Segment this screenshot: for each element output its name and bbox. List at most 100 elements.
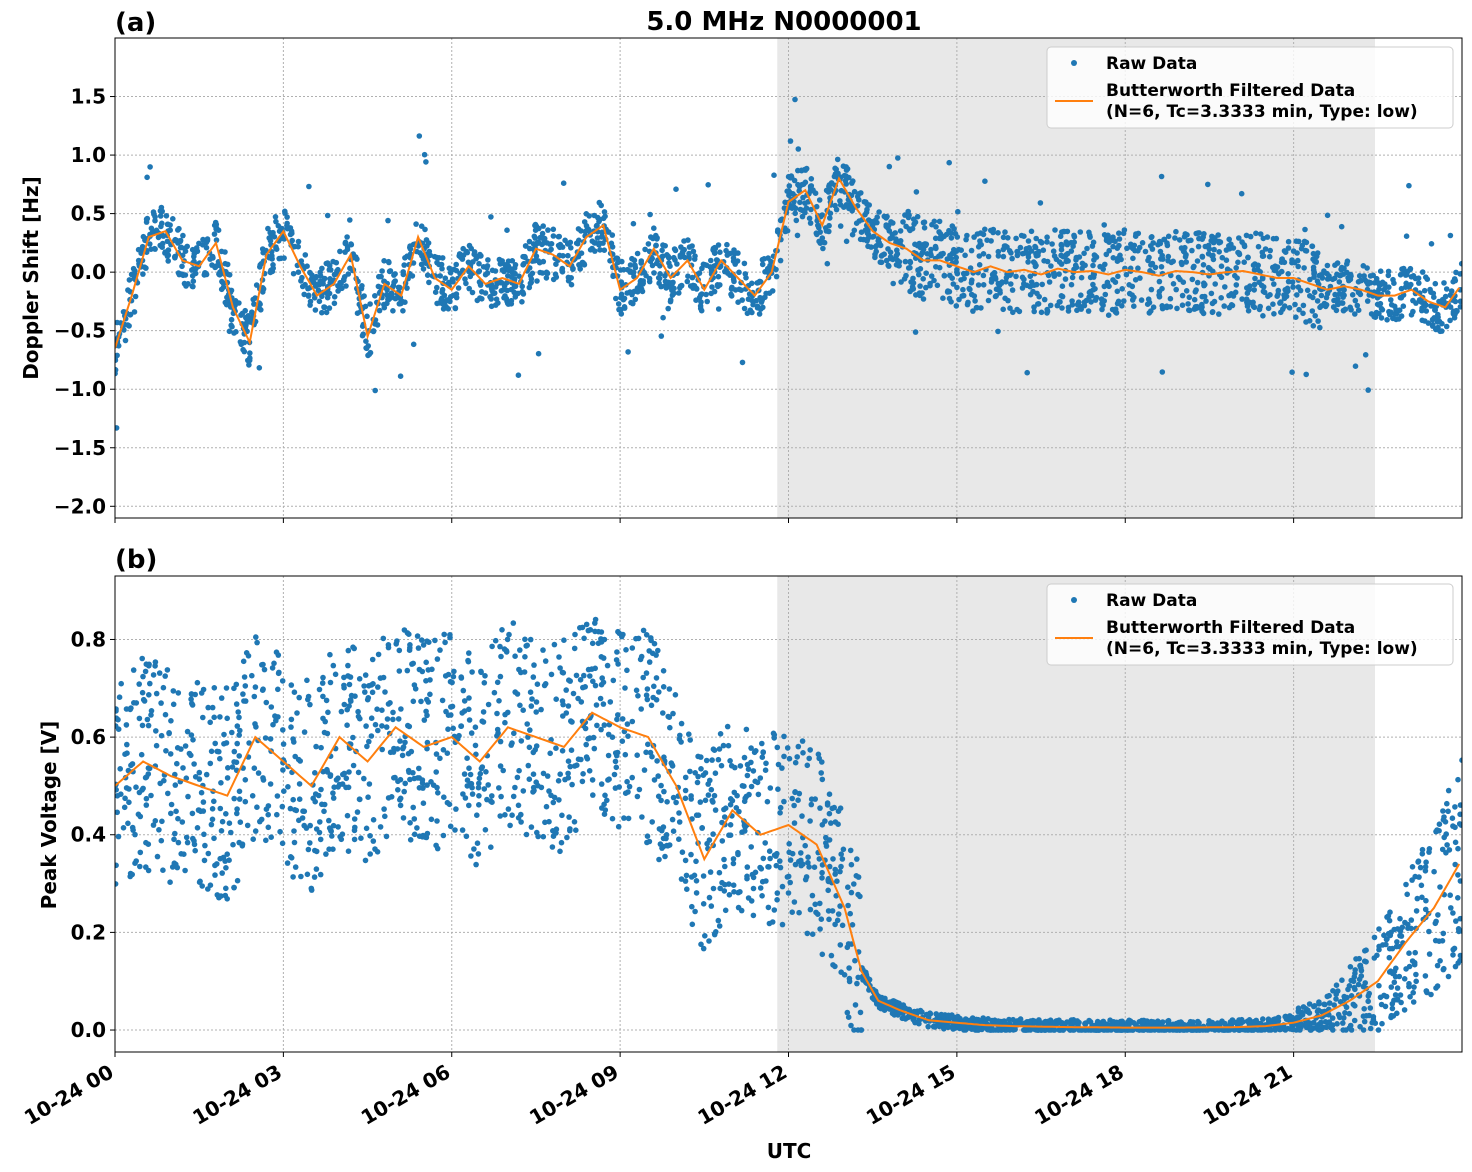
raw-data-point xyxy=(1339,977,1345,983)
raw-data-point xyxy=(260,289,266,295)
y-tick-label: 1.5 xyxy=(71,85,106,109)
raw-data-point xyxy=(1170,281,1177,287)
raw-data-point xyxy=(323,309,330,316)
raw-data-point xyxy=(565,278,572,284)
raw-data-point xyxy=(509,740,515,746)
raw-data-point xyxy=(715,917,722,924)
raw-data-point xyxy=(1407,994,1413,1000)
raw-data-point xyxy=(1005,297,1011,304)
raw-data-point xyxy=(777,864,784,871)
raw-data-point xyxy=(305,696,311,703)
raw-data-point xyxy=(355,708,361,715)
raw-data-point xyxy=(846,978,853,985)
raw-data-point xyxy=(1186,294,1193,301)
raw-data-point xyxy=(356,676,363,682)
raw-data-point xyxy=(294,710,300,716)
raw-data-point xyxy=(366,738,372,745)
raw-data-point xyxy=(327,679,334,686)
raw-data-point xyxy=(1191,296,1198,303)
panel-a-label: (a) xyxy=(115,8,156,38)
raw-data-point xyxy=(208,748,215,755)
raw-data-point xyxy=(1257,269,1263,275)
raw-data-point xyxy=(370,681,376,687)
y-tick-label: 0.0 xyxy=(71,260,106,284)
raw-data-point xyxy=(312,791,319,797)
raw-data-point xyxy=(839,922,846,929)
raw-data-point xyxy=(621,305,628,311)
raw-data-point xyxy=(1352,363,1359,370)
raw-data-point xyxy=(964,301,971,308)
raw-data-point xyxy=(1309,243,1315,249)
raw-data-point xyxy=(476,780,482,787)
raw-data-point xyxy=(941,233,947,240)
raw-data-point xyxy=(722,881,728,888)
raw-data-point xyxy=(837,805,844,811)
raw-data-point xyxy=(840,846,847,853)
raw-data-point xyxy=(511,289,517,296)
raw-data-point xyxy=(705,792,712,798)
raw-data-point xyxy=(423,159,429,165)
raw-data-point xyxy=(319,293,325,300)
raw-data-point xyxy=(686,244,693,250)
raw-data-point xyxy=(848,889,855,896)
raw-data-point xyxy=(1361,1018,1368,1025)
raw-data-point xyxy=(433,751,440,757)
raw-data-point xyxy=(643,749,649,756)
raw-data-point xyxy=(764,798,771,805)
raw-data-point xyxy=(643,670,650,676)
raw-data-point xyxy=(1357,1023,1363,1030)
raw-data-point xyxy=(211,835,217,842)
raw-data-point xyxy=(1392,973,1399,980)
raw-data-point xyxy=(346,703,352,709)
raw-data-point xyxy=(269,253,275,259)
raw-data-point xyxy=(213,221,220,228)
raw-data-point xyxy=(955,208,961,215)
raw-data-point xyxy=(347,217,353,223)
raw-data-point xyxy=(849,180,855,186)
raw-data-point xyxy=(442,275,449,282)
raw-data-point xyxy=(223,865,229,871)
raw-data-point xyxy=(434,818,440,824)
raw-data-point xyxy=(785,890,792,896)
raw-data-point xyxy=(499,267,506,273)
raw-data-point xyxy=(1419,846,1426,853)
raw-data-point xyxy=(1385,268,1392,275)
raw-data-point xyxy=(440,747,447,753)
raw-data-point xyxy=(184,839,191,846)
raw-data-point xyxy=(1182,231,1189,237)
raw-data-point xyxy=(571,819,578,825)
raw-data-point xyxy=(1403,233,1410,239)
raw-data-point xyxy=(796,184,803,190)
raw-data-point xyxy=(1159,369,1166,375)
raw-data-point xyxy=(766,920,773,927)
raw-data-point xyxy=(536,225,542,232)
raw-data-point xyxy=(519,288,525,295)
raw-data-point xyxy=(370,328,377,334)
raw-data-point xyxy=(244,822,251,829)
raw-data-point xyxy=(771,735,777,741)
raw-data-point xyxy=(1017,244,1024,251)
raw-data-point xyxy=(1333,982,1340,988)
raw-data-point xyxy=(784,745,791,751)
raw-data-point xyxy=(731,250,738,257)
raw-data-point xyxy=(798,862,804,869)
raw-data-point xyxy=(561,637,567,643)
raw-data-point xyxy=(557,244,563,251)
raw-data-point xyxy=(1401,976,1408,982)
raw-data-point xyxy=(631,257,637,264)
raw-data-point xyxy=(154,853,161,860)
raw-data-point xyxy=(1009,255,1015,262)
raw-data-point xyxy=(586,768,593,774)
raw-data-point xyxy=(234,723,241,729)
raw-data-point xyxy=(1338,223,1345,230)
raw-data-point xyxy=(418,637,425,643)
raw-data-point xyxy=(750,912,757,919)
raw-data-point xyxy=(313,826,320,832)
raw-data-point xyxy=(954,234,961,240)
raw-data-point xyxy=(543,275,550,281)
raw-data-point xyxy=(140,271,146,277)
raw-data-point xyxy=(619,738,626,744)
raw-data-point xyxy=(1403,280,1409,287)
raw-data-point xyxy=(639,814,645,820)
raw-data-point xyxy=(986,289,993,295)
